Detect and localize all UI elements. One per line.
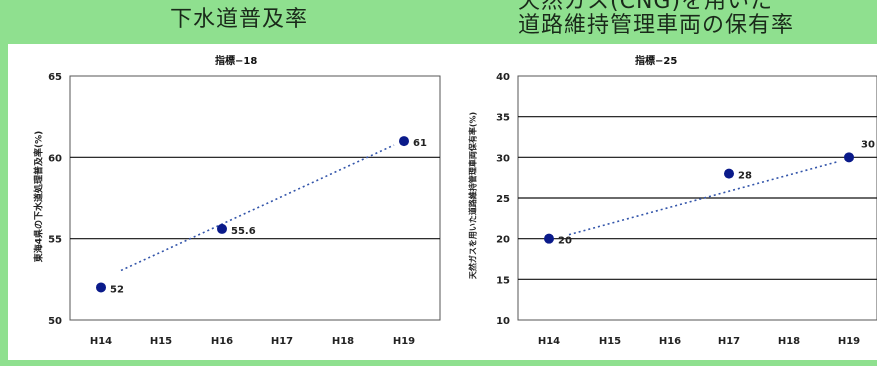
chart-2-data-label-2: 30 <box>861 139 875 150</box>
chart-2-x-tick-label-3: H17 <box>718 336 740 347</box>
chart-2-x-tick-label-1: H15 <box>599 336 621 347</box>
chart-2-y-tick-label-2: 20 <box>496 235 510 246</box>
chart-2-trendline <box>568 160 840 236</box>
chart-2-y-tick-label-4: 30 <box>496 153 510 164</box>
chart-2-data-label-1: 28 <box>738 171 752 182</box>
chart-1-x-tick-label-5: H19 <box>393 336 415 347</box>
chart-2-x-tick-label-4: H18 <box>778 336 800 347</box>
left-panel-title: 下水道普及率 <box>170 7 309 32</box>
right-panel-title-line1: 天然ガス(CNG)を用いた <box>518 0 774 14</box>
chart-1-plot-area <box>69 75 441 321</box>
chart-1-data-point-0 <box>96 282 106 293</box>
chart-1-trendline <box>120 144 395 272</box>
chart-2-y-tick-label-1: 15 <box>496 275 510 286</box>
chart-1-y-tick-label-0: 50 <box>48 316 62 327</box>
chart-1-data-label-0: 52 <box>110 284 124 295</box>
chart-2-title: 指標−25 <box>635 56 678 67</box>
chart-1-y-tick-label-3: 65 <box>48 72 62 83</box>
chart-2-y-tick-label-3: 25 <box>496 194 510 205</box>
chart-1-x-tick-label-2: H16 <box>211 336 233 347</box>
chart-1-x-tick-label-1: H15 <box>150 336 172 347</box>
chart-1-title: 指標−18 <box>215 56 258 67</box>
chart-1-x-tick-label-3: H17 <box>271 336 293 347</box>
chart-2-x-tick-label-5: H19 <box>838 336 860 347</box>
chart-1-data-point-1 <box>217 223 227 234</box>
chart-1-x-tick-label-4: H18 <box>332 336 354 347</box>
chart-2-y-tick-label-5: 35 <box>496 113 510 124</box>
chart-1-y-tick-label-1: 55 <box>48 235 62 246</box>
chart-1-y-tick-label-2: 60 <box>48 153 62 164</box>
chart-2-data-label-0: 20 <box>558 236 572 247</box>
chart-1-x-tick-label-0: H14 <box>90 336 112 347</box>
chart-2-data-point-0 <box>544 233 554 244</box>
chart-2-y-tick-label-6: 40 <box>496 72 510 83</box>
right-panel-title-line2: 道路維持管理車両の保有率 <box>518 13 795 38</box>
chart-1-data-label-1: 55.6 <box>231 226 256 237</box>
chart-2-data-point-2 <box>844 152 854 163</box>
chart-2-data-point-1 <box>724 168 734 179</box>
chart-2-y-tick-label-0: 10 <box>496 316 510 327</box>
chart-2-x-tick-label-2: H16 <box>659 336 681 347</box>
chart-2-x-tick-label-0: H14 <box>538 336 560 347</box>
chart-1-data-point-2 <box>399 136 409 147</box>
chart-1-data-label-2: 61 <box>413 138 427 149</box>
